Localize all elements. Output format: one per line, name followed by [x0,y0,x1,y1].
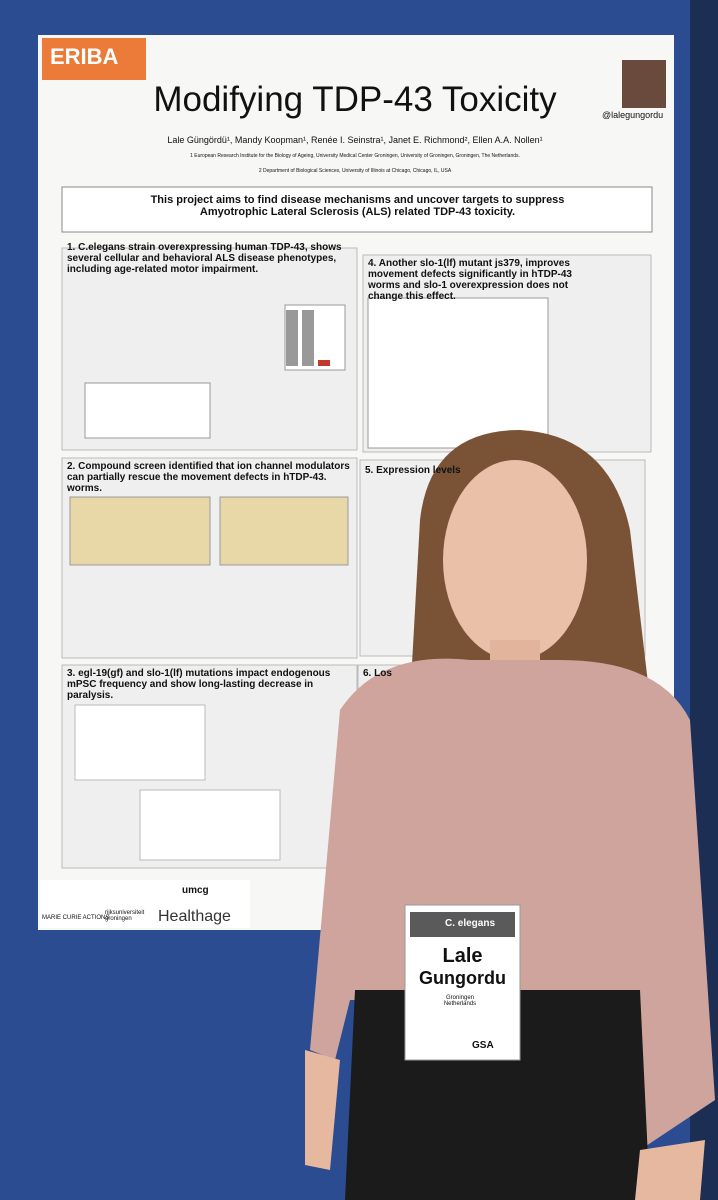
author-photo [622,60,666,108]
aim-box [61,186,653,233]
figure [286,310,298,366]
logo-box [42,38,146,80]
footer-logo: umcg [182,885,209,896]
face [443,460,587,660]
badge-first-name: Lale [442,945,483,967]
badge-header [410,912,515,937]
aim: This project aims to find disease mechan… [150,194,565,218]
footer-logo: rijksuniversiteit groningen [105,910,145,922]
figure [139,789,281,861]
logo: ERIBA [50,44,119,69]
badge-last-name: Gungordu [419,968,506,988]
authors: Lale Güngördü¹, Mandy Koopman¹, Renée I.… [167,135,543,145]
section-title: 5. Expression levels [365,465,461,476]
badge-conference: C. elegans [445,918,496,929]
handle: @lalegungordu [602,110,664,120]
figure [219,496,349,566]
poster-title: Modifying TDP-43 Toxicity [153,80,557,119]
section-title: 2. Compound screen identified that ion c… [67,461,350,494]
affiliation: 2 Department of Biological Sciences, Uni… [258,168,452,174]
figure [69,496,211,566]
affiliation: 1 European Research Institute for the Bi… [190,153,520,159]
section-title: 1. C.elegans strain overexpressing human… [67,242,342,275]
footer-logo: Healthage [158,908,231,925]
figure [84,382,211,439]
section-title: 6. Los [363,668,392,679]
badge-org: GSA [472,1040,494,1051]
figure [367,297,549,449]
figure [74,704,206,781]
hand [305,1050,340,1170]
badge-location: Groningen Netherlands [443,995,477,1007]
footer [40,880,250,928]
sweater [310,658,715,1150]
figure [302,310,314,366]
figure [318,360,330,366]
section-title: 3. egl-19(gf) and slo-1(lf) mutations im… [67,668,331,701]
hand [635,1140,705,1200]
section-title: 4. Another slo-1(lf) mutant js379, impro… [368,258,572,302]
footer-logo: MARIE CURIE ACTIONS [42,915,110,921]
